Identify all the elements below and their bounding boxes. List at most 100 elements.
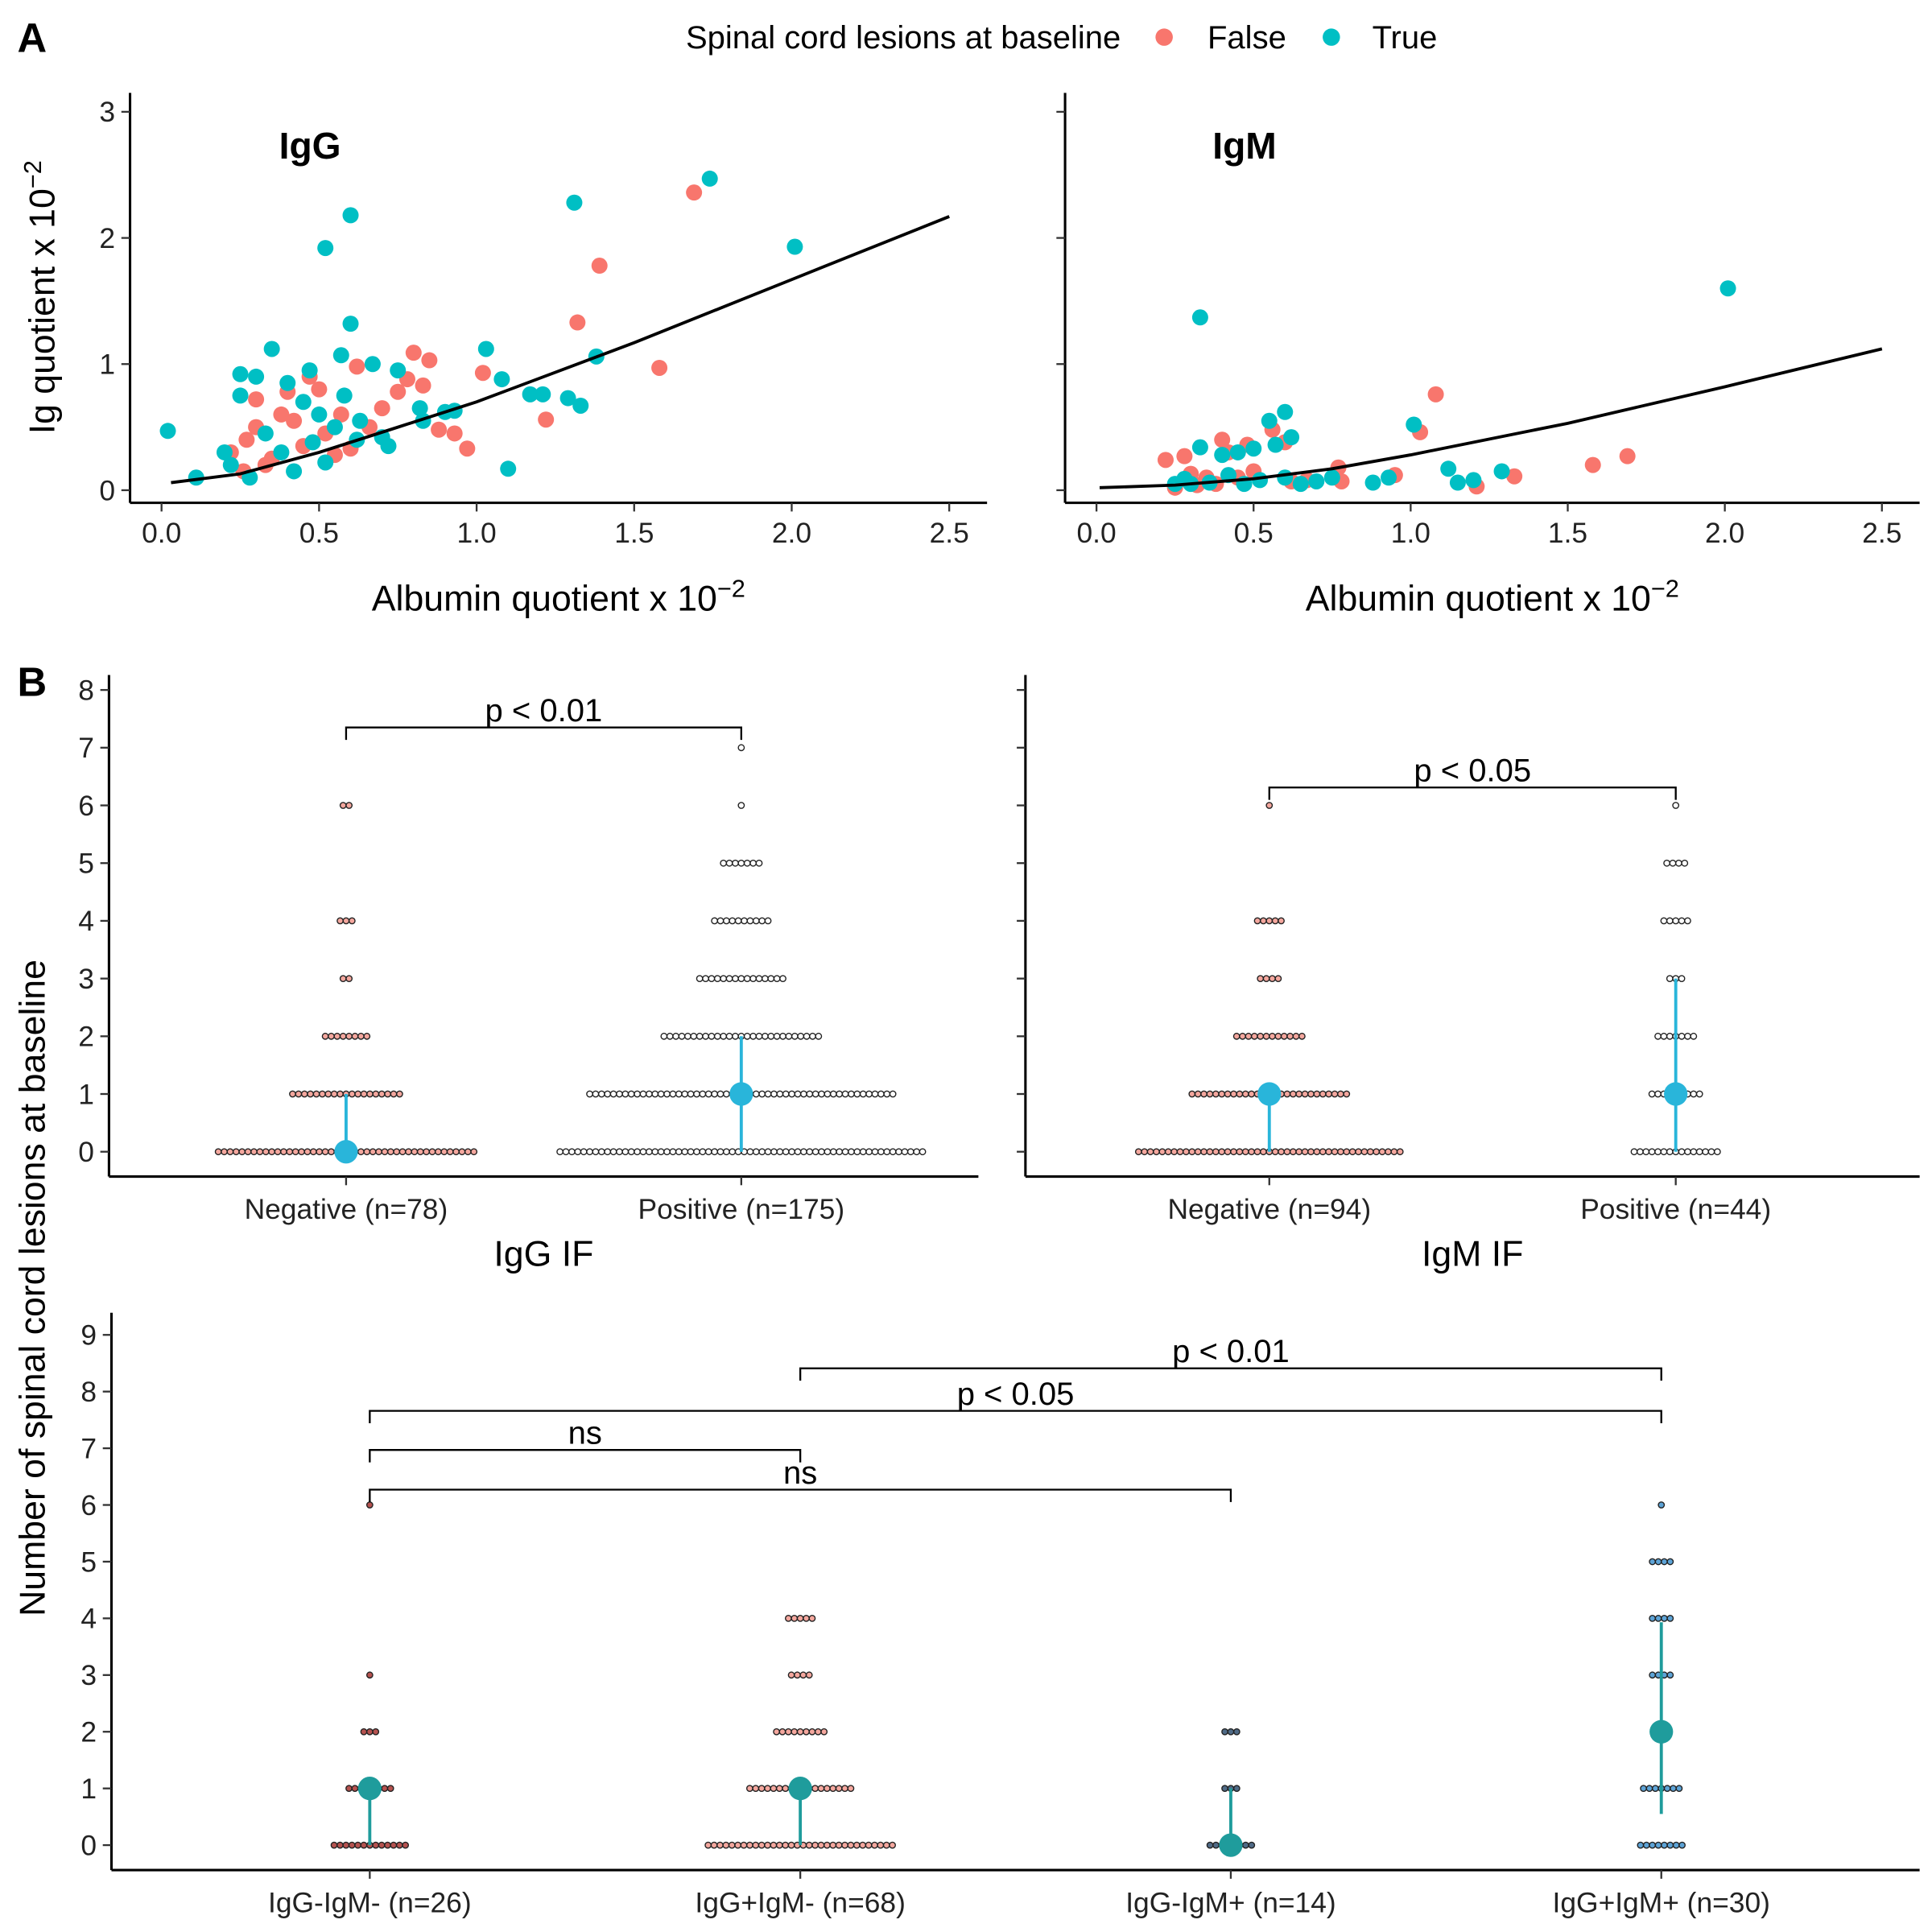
x-tick-label: IgG-IgM- (n=26) bbox=[268, 1887, 472, 1918]
dot bbox=[687, 1148, 695, 1156]
dot bbox=[1313, 1090, 1321, 1098]
dot bbox=[1378, 1148, 1386, 1156]
scatter-point bbox=[474, 365, 491, 382]
fit-line bbox=[1099, 347, 1883, 489]
dot bbox=[1678, 917, 1686, 925]
dot bbox=[1666, 1558, 1674, 1566]
dot bbox=[369, 1148, 377, 1156]
dot bbox=[238, 1148, 246, 1156]
scatter-point bbox=[216, 444, 233, 460]
dot bbox=[877, 1841, 885, 1849]
dot bbox=[1654, 1841, 1662, 1849]
dot bbox=[307, 1090, 315, 1098]
dot bbox=[1390, 1148, 1398, 1156]
dot bbox=[1640, 1785, 1647, 1793]
dot bbox=[1690, 1148, 1698, 1156]
dot bbox=[280, 1148, 287, 1156]
dot bbox=[796, 1728, 804, 1736]
dot bbox=[702, 1032, 709, 1040]
dot bbox=[1146, 1148, 1154, 1156]
dot bbox=[298, 1148, 305, 1156]
dot bbox=[749, 859, 757, 867]
x-tick-label: 1.0 bbox=[456, 518, 496, 549]
dot bbox=[720, 859, 728, 867]
dot bbox=[871, 1148, 879, 1156]
scatter-point bbox=[1214, 447, 1231, 464]
dot bbox=[794, 1148, 802, 1156]
dot bbox=[365, 1671, 374, 1679]
scatter-point bbox=[411, 400, 428, 417]
dot bbox=[882, 1841, 890, 1849]
dot bbox=[752, 1090, 760, 1098]
dot bbox=[853, 1090, 861, 1098]
dot bbox=[675, 1090, 683, 1098]
scatter-point bbox=[559, 390, 576, 407]
dot bbox=[829, 1090, 837, 1098]
dot bbox=[1289, 1148, 1297, 1156]
dot bbox=[803, 1614, 810, 1622]
dot bbox=[829, 1785, 837, 1793]
scatter-point bbox=[248, 368, 265, 385]
dot bbox=[859, 1841, 867, 1849]
dot bbox=[716, 1841, 724, 1849]
dot bbox=[1188, 1090, 1196, 1098]
comparison-bracket bbox=[369, 1488, 1232, 1502]
dot bbox=[1337, 1090, 1344, 1098]
dot bbox=[782, 1148, 790, 1156]
median-point bbox=[1664, 1082, 1688, 1106]
y-axis-title: Ig quotient x 10−2 bbox=[19, 160, 63, 434]
dot bbox=[1153, 1148, 1160, 1156]
dot bbox=[378, 1090, 386, 1098]
dot bbox=[764, 917, 772, 925]
legend-swatch bbox=[1155, 28, 1173, 46]
comparison-bracket bbox=[345, 726, 742, 741]
dot bbox=[1232, 1728, 1241, 1736]
scatter-point bbox=[248, 391, 265, 408]
dot bbox=[1684, 1148, 1691, 1156]
scatter-point bbox=[1191, 309, 1208, 326]
dot bbox=[1221, 1785, 1228, 1793]
dot bbox=[291, 1148, 299, 1156]
scatter-point bbox=[311, 381, 328, 398]
scatter-point bbox=[1449, 474, 1466, 491]
x-tick-label: Negative (n=94) bbox=[1167, 1194, 1371, 1225]
x-tick-label: IgG+IgM- (n=68) bbox=[695, 1887, 905, 1918]
dot bbox=[568, 1148, 576, 1156]
dot bbox=[446, 1148, 454, 1156]
dot bbox=[859, 1148, 867, 1156]
dot bbox=[321, 1148, 329, 1156]
dot bbox=[708, 975, 716, 982]
y-axis-title-exponent: −2 bbox=[19, 160, 47, 188]
dot bbox=[720, 975, 728, 982]
dot bbox=[732, 859, 739, 867]
dot bbox=[651, 1090, 659, 1098]
scatter-point bbox=[232, 365, 249, 382]
dot bbox=[1292, 1032, 1300, 1040]
dot bbox=[725, 1032, 733, 1040]
dot bbox=[811, 1090, 819, 1098]
y-tick-label: 4 bbox=[78, 906, 94, 937]
dot bbox=[865, 1148, 873, 1156]
dot bbox=[755, 859, 763, 867]
dot bbox=[799, 1090, 807, 1098]
dot bbox=[221, 1148, 228, 1156]
dot bbox=[316, 1148, 324, 1156]
y-tick-label: 3 bbox=[80, 1660, 97, 1691]
dot bbox=[696, 1032, 704, 1040]
dot bbox=[345, 802, 353, 809]
dot bbox=[303, 1148, 312, 1156]
dot bbox=[470, 1148, 478, 1156]
dot bbox=[363, 1148, 371, 1156]
dot bbox=[363, 1032, 371, 1040]
dot bbox=[788, 1090, 795, 1098]
dot bbox=[1695, 1090, 1703, 1098]
scatter-point bbox=[222, 456, 239, 473]
dot bbox=[1241, 1148, 1249, 1156]
comparison-label: p < 0.01 bbox=[1172, 1334, 1290, 1369]
dot bbox=[348, 1090, 356, 1098]
x-tick-label: Positive (n=175) bbox=[638, 1194, 845, 1225]
dot bbox=[357, 1148, 365, 1156]
dot bbox=[835, 1841, 843, 1849]
dot bbox=[725, 859, 733, 867]
scatter-point bbox=[279, 374, 296, 391]
